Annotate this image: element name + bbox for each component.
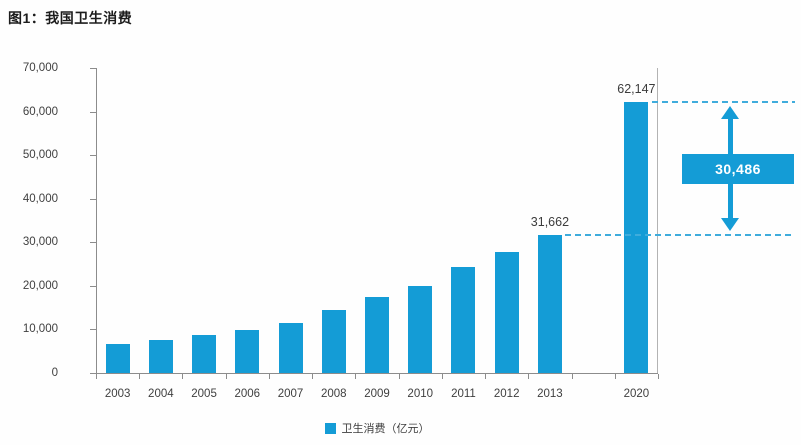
x-axis-label: 2005 [191,388,217,400]
x-axis-tick [312,374,314,379]
bar-2013 [537,235,562,373]
x-axis-label: 2020 [623,388,650,400]
bar-2009 [365,296,389,373]
difference-value-box: 30,486 [682,153,794,184]
plot-right-border [657,68,658,373]
bar-2003 [105,344,130,373]
x-axis-tick [441,374,443,379]
y-axis-tick [90,285,96,287]
y-axis-tick-label: 10,000 [22,323,58,336]
y-axis-tick [90,111,96,113]
y-axis-tick [90,68,96,69]
y-axis-tick-label: 60,000 [22,105,58,118]
bar-2006 [235,330,260,373]
x-axis-tick [528,374,530,379]
y-axis-tick-label: 40,000 [22,192,58,205]
figure-title: 图1：我国卫生消费 [8,10,133,26]
bar-2010 [408,285,433,373]
y-axis-tick-label: 70,000 [22,62,58,74]
x-axis-label: 2006 [234,388,261,400]
y-axis-tick [90,242,96,244]
y-axis-tick-label: 50,000 [22,149,58,162]
x-axis-label: 2004 [148,388,174,400]
legend-label: 卫生消费（亿元） [341,423,430,435]
arrow-up-icon [721,106,739,120]
bar-2005 [192,335,217,373]
y-axis-tick-label: 20,000 [22,279,58,292]
x-axis-tick [225,374,227,379]
x-axis-line [96,373,658,374]
arrow-down-icon [721,218,739,232]
x-axis-label: 2012 [493,388,520,400]
x-axis-label: 2011 [451,388,476,400]
x-axis-label: 2013 [537,388,563,400]
y-axis-tick [90,155,96,157]
x-axis-tick [658,374,659,379]
x-axis-tick [571,374,573,379]
x-axis-tick [614,374,616,379]
y-axis-tick [90,373,96,374]
y-axis-tick [90,329,96,331]
x-axis-label: 2007 [277,388,304,400]
x-axis-tick [139,374,141,379]
dashed-reference-line-bottom [564,234,795,237]
dashed-reference-line-top [652,101,795,104]
y-axis-tick-label: 0 [51,367,58,379]
bar-2011 [451,266,476,373]
x-axis-tick [485,374,487,379]
bar-2007 [278,322,303,373]
x-axis-tick [96,374,97,379]
plot-area [90,68,659,379]
legend-marker-icon [324,422,336,434]
bar-value-label: 62,147 [617,82,656,97]
x-axis-tick [398,374,400,379]
bar-2020 [624,102,649,373]
y-axis-tick-label: 30,000 [22,236,58,249]
bar-2008 [321,309,346,373]
x-axis-tick [268,374,270,379]
x-axis-label: 2010 [407,388,434,400]
x-axis-tick [355,374,357,379]
y-axis-line [96,68,97,373]
bar-2012 [494,251,519,373]
legend: 卫生消费（亿元） [96,420,658,436]
x-axis-tick [182,374,184,379]
x-axis-label: 2009 [364,388,390,400]
bar-2004 [148,339,173,373]
bar-value-label: 31,662 [530,215,570,230]
x-axis-label: 2003 [104,388,131,400]
y-axis-tick [90,198,96,200]
x-axis-label: 2008 [320,388,347,400]
